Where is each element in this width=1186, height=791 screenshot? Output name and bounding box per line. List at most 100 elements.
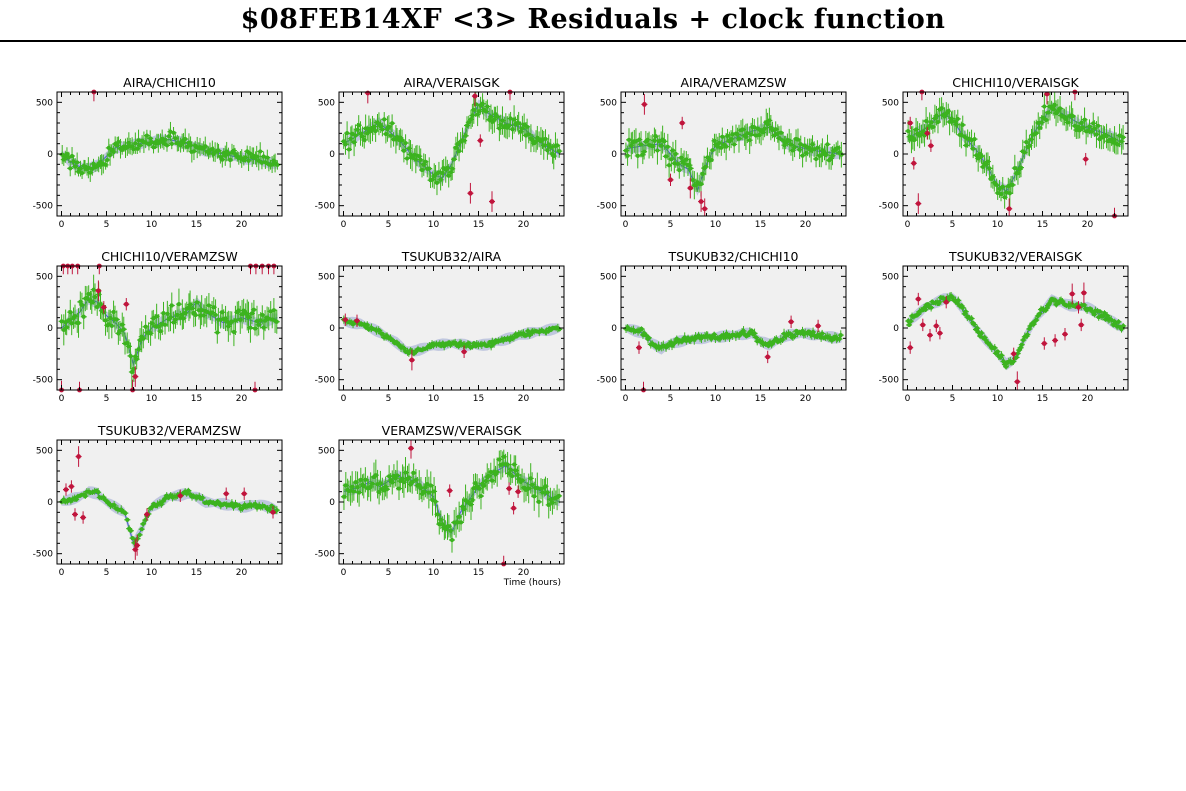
plot-panel: 0 5 10 15 20 -500 0 500 CHICHI10/VERAISGK: [879, 75, 1129, 230]
plot-area: [621, 266, 846, 390]
data-point: [403, 470, 408, 475]
data-point: [1064, 116, 1069, 122]
data-point: [679, 155, 684, 160]
data-point: [256, 322, 261, 327]
data-point: [121, 327, 126, 332]
flagged-point: [927, 332, 933, 338]
data-point: [757, 132, 762, 138]
data-point: [96, 490, 101, 495]
data-point: [543, 484, 548, 489]
flagged-point: [765, 354, 771, 360]
x-tick-label: 5: [950, 394, 956, 404]
data-point: [185, 144, 190, 149]
data-point: [125, 340, 130, 346]
flagged-point: [1011, 351, 1017, 357]
x-tick-label: 15: [191, 220, 202, 230]
data-point: [1024, 139, 1029, 145]
data-point: [176, 302, 182, 307]
flagged-point: [1078, 322, 1084, 328]
plot-title: CHICHI10/VERAISGK: [952, 75, 1079, 90]
data-point: [123, 511, 128, 516]
plot-panel: 0 5 10 15 20 -500 0 500 AIRA/CHICHI10: [33, 75, 283, 230]
flagged-point: [915, 296, 921, 302]
flagged-point: [1076, 304, 1081, 310]
x-tick-label: 20: [1082, 220, 1094, 230]
x-tick-label: 0: [905, 220, 911, 230]
data-point: [992, 345, 997, 351]
data-point: [131, 146, 136, 152]
data-point: [1053, 298, 1058, 303]
data-point: [1117, 133, 1122, 138]
data-point: [220, 157, 225, 162]
data-point: [638, 142, 644, 147]
data-point: [156, 324, 161, 329]
flagged-point: [1044, 91, 1050, 97]
data-point: [116, 139, 121, 145]
data-point: [971, 146, 976, 151]
data-point: [780, 337, 785, 343]
data-point: [920, 129, 926, 134]
data-point: [151, 145, 156, 150]
flagged-point: [687, 185, 693, 191]
x-tick-label: 0: [341, 394, 347, 404]
x-tick-label: 5: [386, 394, 392, 404]
data-point: [1092, 126, 1097, 131]
data-point: [139, 527, 144, 532]
data-point: [508, 467, 513, 472]
data-point: [72, 314, 78, 319]
data-point: [500, 118, 505, 123]
data-point: [427, 166, 432, 171]
data-point: [112, 502, 117, 508]
data-point: [663, 154, 668, 159]
data-point: [353, 133, 358, 138]
data-point: [73, 164, 78, 169]
data-point: [130, 535, 135, 541]
data-point: [75, 160, 80, 165]
x-tick-label: 5: [668, 394, 674, 404]
data-point: [462, 138, 467, 143]
plot-title: TSUKUB32/VERAMZSW: [97, 423, 241, 438]
data-point: [74, 497, 79, 502]
data-point: [114, 317, 119, 322]
flagged-point: [101, 304, 107, 310]
data-point: [1027, 143, 1032, 148]
data-point: [384, 487, 390, 492]
data-point: [929, 305, 934, 310]
data-point: [923, 307, 928, 312]
data-point: [433, 499, 438, 504]
data-point: [1102, 310, 1107, 316]
x-tick-label: 5: [668, 220, 674, 230]
x-tick-label: 15: [755, 220, 766, 230]
data-point: [530, 482, 535, 487]
data-point: [979, 331, 984, 336]
data-point: [365, 131, 370, 136]
data-point: [643, 333, 649, 338]
data-point: [800, 153, 805, 158]
data-point: [194, 300, 200, 305]
flagged-point: [132, 547, 138, 552]
plot-panel: 0 5 10 15 20 -500 0 500 AIRA/VERAMZSW: [597, 75, 847, 230]
data-point: [481, 483, 486, 488]
data-point: [495, 114, 500, 119]
flagged-point: [1014, 379, 1020, 385]
data-point: [341, 494, 347, 499]
data-point: [511, 335, 516, 340]
data-point: [1022, 150, 1027, 155]
data-point: [440, 522, 445, 527]
flagged-point: [134, 543, 140, 548]
flagged-point: [1081, 290, 1087, 296]
flagged-point: [1062, 331, 1068, 337]
plot-panel: 0 5 10 15 20 -500 0 500 AIRA/VERAISGK: [315, 75, 565, 230]
data-point: [265, 155, 270, 160]
data-point: [724, 144, 729, 149]
data-point: [411, 470, 416, 476]
data-point: [453, 145, 459, 150]
y-tick-label: 0: [329, 150, 335, 160]
y-tick-label: -500: [33, 202, 54, 212]
data-point: [129, 369, 134, 375]
x-tick-label: 15: [473, 220, 484, 230]
data-point: [717, 140, 722, 146]
data-point: [164, 143, 170, 148]
x-tick-label: 0: [59, 568, 65, 578]
plot-panel: 0 5 10 15 20 -500 0 500 TSUKUB32/VERAMZSW: [33, 423, 283, 578]
